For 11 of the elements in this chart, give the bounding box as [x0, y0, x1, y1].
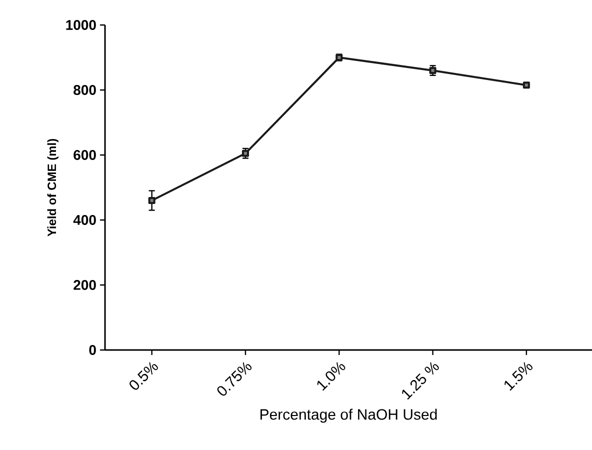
x-axis-title: Percentage of NaOH Used [260, 408, 437, 423]
y-tick-label: 600 [74, 150, 96, 160]
y-tick-label: 1000 [66, 20, 96, 30]
y-tick-label: 0 [89, 345, 96, 355]
point [242, 150, 249, 157]
point [148, 196, 156, 204]
y-tick-label: 800 [74, 85, 96, 95]
point [429, 66, 436, 74]
y-tick-label: 400 [73, 215, 96, 225]
y-tick-label: 200 [74, 280, 96, 290]
y-axis-title: Yield of CME (ml) [47, 138, 58, 236]
